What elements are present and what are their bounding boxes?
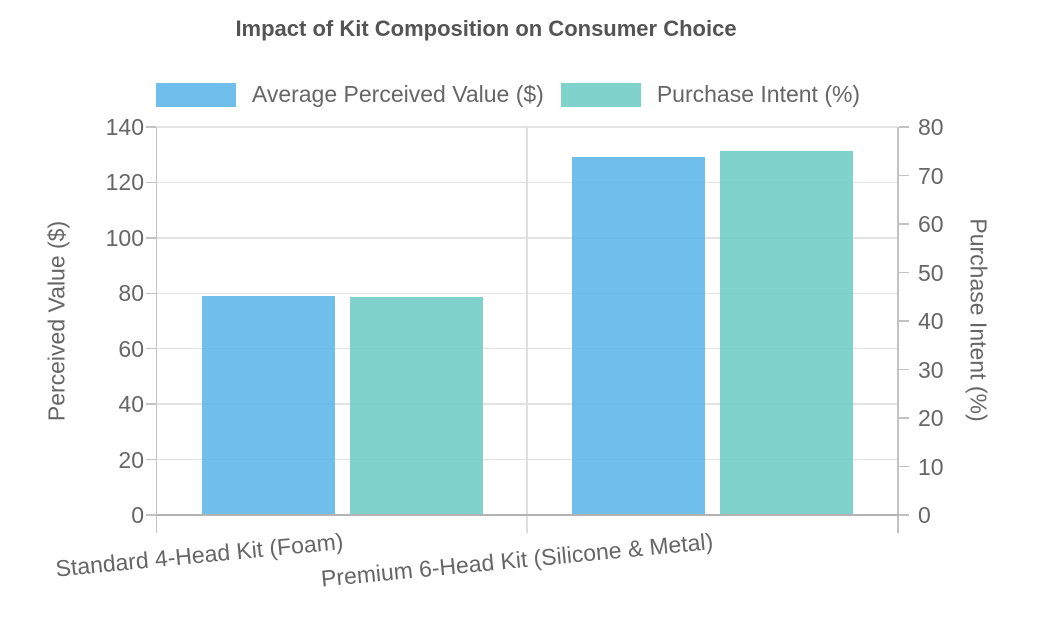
legend-item-label: Average Perceived Value ($) — [251, 81, 544, 107]
right-tick-label-80: 80 — [918, 114, 944, 140]
right-tick-label-40: 40 — [918, 308, 944, 334]
right-tick-70 — [898, 174, 909, 177]
right-tick-40 — [898, 320, 909, 322]
legend-swatch — [155, 82, 236, 107]
left-tick-label-60: 60 — [118, 335, 144, 362]
category-boundary-gridline — [526, 127, 528, 533]
x-axis-baseline — [155, 513, 899, 516]
left-tick-label-100: 100 — [105, 224, 144, 251]
right-tick-label-50: 50 — [918, 259, 944, 286]
right-tick-label-70: 70 — [918, 162, 944, 189]
right-tick-label-30: 30 — [918, 356, 944, 383]
left-tick-20 — [145, 458, 156, 461]
right-axis-line — [897, 127, 899, 533]
right-tick-label-10: 10 — [918, 453, 944, 480]
left-tick-label-80: 80 — [118, 280, 144, 307]
left-tick-label-40: 40 — [118, 391, 144, 418]
left-axis-line — [155, 127, 157, 533]
right-tick-10 — [898, 465, 909, 468]
legend-swatch — [560, 82, 641, 107]
left-tick-40 — [145, 403, 156, 405]
left-tick-label-20: 20 — [118, 446, 144, 473]
right-tick-60 — [898, 223, 909, 225]
x-tick-label-1: Premium 6-Head Kit (Silicone & Metal) — [320, 528, 715, 592]
left-tick-label-0: 0 — [131, 502, 144, 528]
left-tick-0 — [145, 514, 156, 516]
right-tick-30 — [898, 368, 909, 371]
right-tick-80 — [898, 126, 909, 128]
bar-series0-cat0 — [201, 296, 335, 515]
left-tick-label-120: 120 — [105, 169, 144, 196]
left-tick-120 — [145, 181, 156, 184]
right-tick-label-0: 0 — [918, 502, 931, 528]
right-tick-label-60: 60 — [918, 211, 944, 237]
right-tick-label-20: 20 — [918, 405, 944, 431]
bar-series0-cat1 — [571, 157, 705, 515]
left-tick-100 — [145, 237, 156, 239]
left-tick-label-140: 140 — [105, 114, 144, 140]
chart-title: Impact of Kit Composition on Consumer Ch… — [235, 16, 737, 41]
bar-series1-cat1 — [719, 151, 853, 515]
right-axis-title: Purchase Intent (%) — [965, 218, 992, 422]
left-tick-60 — [145, 347, 156, 350]
legend-item-label: Purchase Intent (%) — [656, 81, 861, 107]
right-tick-0 — [898, 514, 909, 516]
left-tick-80 — [145, 292, 156, 295]
legend-item-0: Average Perceived Value ($) — [155, 81, 544, 108]
bar-series1-cat0 — [349, 296, 483, 515]
right-tick-50 — [898, 271, 909, 274]
left-tick-140 — [145, 126, 156, 128]
right-tick-20 — [898, 417, 909, 419]
legend-item-1: Purchase Intent (%) — [560, 81, 861, 108]
x-tick-label-0: Standard 4-Head Kit (Foam) — [54, 528, 345, 582]
chart-legend: Average Perceived Value ($) Purchase Inte… — [0, 81, 1016, 108]
plot-area — [157, 126, 897, 533]
